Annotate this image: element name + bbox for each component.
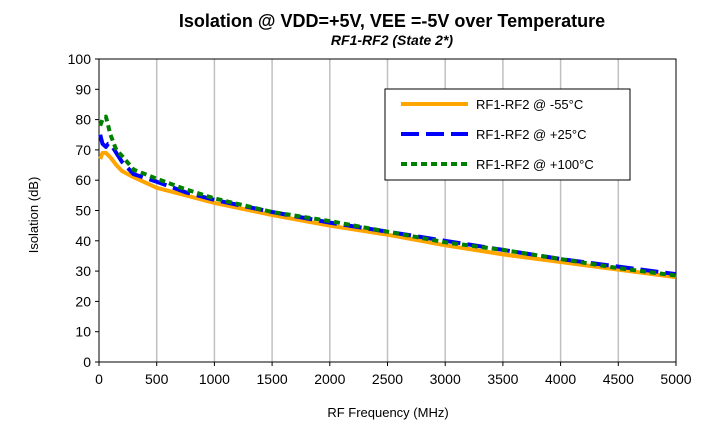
y-tick-label: 20 [75, 293, 91, 309]
chart-subtitle: RF1-RF2 (State 2*) [331, 32, 453, 48]
y-axis-ticks: 0 10 20 30 40 50 60 70 80 90 100 [68, 51, 99, 370]
y-tick-label: 100 [68, 51, 92, 67]
y-tick-label: 90 [75, 81, 91, 97]
y-tick-label: 40 [75, 233, 91, 249]
y-tick-label: 70 [75, 142, 91, 158]
y-axis-label: Isolation (dB) [26, 177, 41, 254]
x-tick-label: 500 [145, 371, 169, 387]
y-tick-label: 60 [75, 172, 91, 188]
y-tick-label: 50 [75, 203, 91, 219]
x-tick-label: 2500 [372, 371, 403, 387]
legend: RF1-RF2 @ -55°C RF1-RF2 @ +25°C RF1-RF2 @ … [384, 88, 631, 181]
x-tick-label: 3500 [487, 371, 518, 387]
x-tick-label: 5000 [660, 371, 691, 387]
x-tick-label: 1500 [257, 371, 288, 387]
series-lines [98, 114, 677, 280]
y-tick-label: 0 [83, 354, 91, 370]
legend-entry-0: RF1-RF2 @ -55°C [476, 97, 583, 112]
x-tick-label: 3000 [430, 371, 461, 387]
chart-title: Isolation @ VDD=+5V, VEE =-5V over Tempe… [179, 11, 605, 31]
series-line-0 [98, 150, 677, 280]
legend-entry-2: RF1-RF2 @ +100°C [476, 157, 594, 172]
x-tick-label: 0 [95, 371, 103, 387]
y-tick-label: 80 [75, 112, 91, 128]
legend-entry-1: RF1-RF2 @ +25°C [476, 127, 587, 142]
x-tick-label: 4000 [545, 371, 576, 387]
x-tick-label: 4500 [603, 371, 634, 387]
x-axis-ticks: 0 500 1000 1500 2000 2500 3000 3500 4000 4500 5000 [95, 362, 692, 387]
y-tick-label: 30 [75, 263, 91, 279]
x-tick-label: 2000 [314, 371, 345, 387]
series-line-2 [98, 114, 677, 278]
y-tick-label: 10 [75, 324, 91, 340]
x-axis-label: RF Frequency (MHz) [327, 405, 448, 420]
x-tick-label: 1000 [199, 371, 230, 387]
